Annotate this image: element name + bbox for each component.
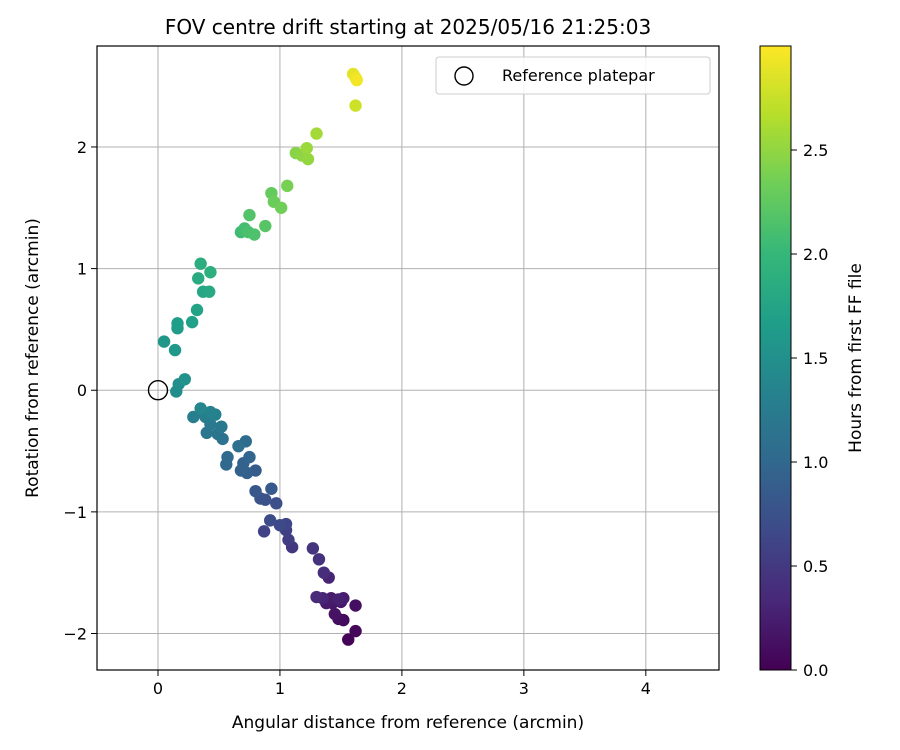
data-point xyxy=(215,420,228,433)
data-point xyxy=(342,633,355,646)
data-point xyxy=(265,482,278,495)
data-point xyxy=(243,450,256,464)
data-point xyxy=(248,228,261,241)
scatter-points xyxy=(157,67,363,646)
x-tick-label: 3 xyxy=(519,679,529,698)
data-point xyxy=(349,599,362,612)
colorbar-tick-label: 1.0 xyxy=(803,453,828,472)
data-point xyxy=(257,525,271,538)
y-tick-label: 0 xyxy=(77,381,87,400)
data-point xyxy=(192,272,205,285)
data-point xyxy=(310,590,323,604)
data-point xyxy=(204,405,217,419)
data-point xyxy=(301,152,315,166)
data-point xyxy=(243,208,256,222)
data-point xyxy=(312,553,326,566)
x-tick-label: 0 xyxy=(153,679,163,698)
y-axis-title: Rotation from reference (arcmin) xyxy=(23,218,43,498)
data-point xyxy=(249,484,262,498)
data-point xyxy=(263,514,277,527)
chart-title: FOV centre drift starting at 2025/05/16 … xyxy=(165,15,651,39)
colorbar-tick-label: 0.0 xyxy=(803,661,828,680)
colorbar-tick-label: 1.5 xyxy=(803,349,828,368)
y-axis-ticks: −2 −1 0 1 2 xyxy=(63,138,97,644)
x-tick-label: 4 xyxy=(641,679,651,698)
x-axis-ticks: 0 1 2 3 4 xyxy=(153,670,651,698)
data-point xyxy=(203,285,216,298)
data-point xyxy=(349,624,362,638)
data-point xyxy=(190,303,204,317)
data-point xyxy=(185,315,199,329)
data-point xyxy=(259,219,272,233)
data-point xyxy=(187,410,200,424)
colorbar-title: Hours from first FF file xyxy=(846,263,866,453)
data-point xyxy=(317,566,331,579)
data-point xyxy=(204,266,217,279)
x-tick-label: 1 xyxy=(275,679,285,698)
y-tick-label: −1 xyxy=(63,503,87,522)
reference-platepar-marker xyxy=(147,380,169,401)
colorbar-ticks: 0.0 0.5 1.0 1.5 2.0 2.5 xyxy=(791,141,828,680)
plot-frame xyxy=(96,45,720,671)
legend-box xyxy=(435,56,711,95)
grid xyxy=(97,46,719,670)
colorbar-tick-label: 2.0 xyxy=(803,245,828,264)
data-point xyxy=(281,179,294,193)
data-point xyxy=(328,607,342,621)
reference-marker-layer xyxy=(147,380,169,401)
data-point xyxy=(282,533,295,547)
data-point xyxy=(274,201,288,214)
data-point xyxy=(168,343,182,357)
data-point xyxy=(332,593,345,606)
colorbar-tick-label: 0.5 xyxy=(803,557,828,576)
data-point xyxy=(178,373,192,386)
colorbar-tick-label: 2.5 xyxy=(803,141,828,160)
x-tick-label: 2 xyxy=(397,679,407,698)
x-axis-title: Angular distance from reference (arcmin) xyxy=(232,713,584,733)
data-point xyxy=(273,519,287,532)
data-point xyxy=(310,127,323,140)
y-tick-label: 2 xyxy=(77,138,87,157)
y-tick-label: −2 xyxy=(63,625,87,644)
colorbar xyxy=(759,45,792,671)
data-point xyxy=(157,335,171,348)
legend-label: Reference platepar xyxy=(502,66,655,85)
legend: Reference platepar xyxy=(435,56,711,95)
data-point xyxy=(306,542,320,555)
data-point xyxy=(300,141,313,155)
data-point xyxy=(194,402,207,415)
data-point xyxy=(270,497,283,510)
y-tick-label: 1 xyxy=(77,260,87,279)
data-point xyxy=(232,439,245,453)
data-point xyxy=(194,257,207,270)
legend-marker xyxy=(454,66,474,86)
data-point xyxy=(350,73,363,87)
data-point xyxy=(171,317,184,330)
data-point xyxy=(349,99,362,112)
data-point xyxy=(221,450,234,464)
